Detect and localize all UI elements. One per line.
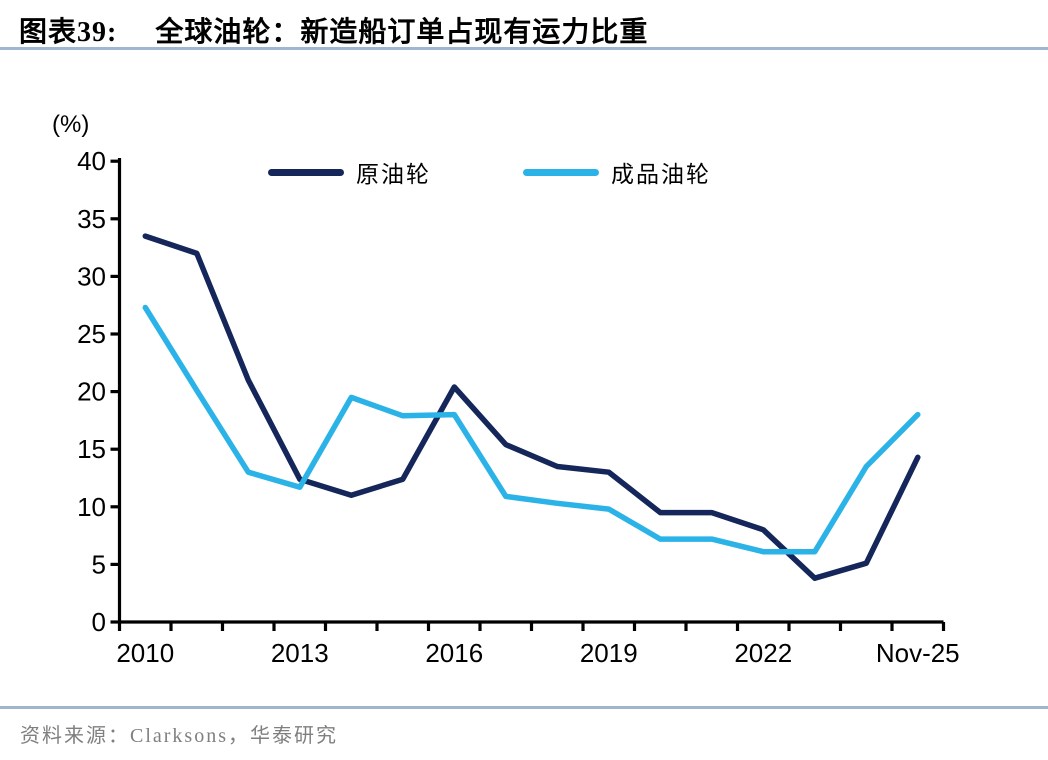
svg-text:5: 5 bbox=[92, 549, 106, 579]
source-text: 资料来源：Clarksons，华泰研究 bbox=[20, 725, 338, 747]
svg-text:40: 40 bbox=[77, 146, 106, 176]
svg-text:20: 20 bbox=[77, 377, 106, 407]
legend-label-product-tanker: 成品油轮 bbox=[611, 162, 711, 187]
product-tanker-line-swatch bbox=[523, 168, 599, 176]
chart-legend: 原油轮 成品油轮 bbox=[268, 155, 711, 189]
crude-tanker-line-swatch bbox=[268, 168, 344, 176]
svg-text:10: 10 bbox=[77, 492, 106, 522]
svg-text:0: 0 bbox=[92, 607, 106, 637]
title-divider bbox=[0, 47, 1048, 50]
figure-number: 图表39: bbox=[19, 17, 118, 48]
legend-item-product-tanker: 成品油轮 bbox=[523, 155, 711, 189]
legend-item-crude-tanker: 原油轮 bbox=[268, 155, 431, 189]
svg-text:2022: 2022 bbox=[734, 638, 792, 668]
svg-text:(%): (%) bbox=[52, 111, 89, 138]
figure-title: 全球油轮：新造船订单占现有运力比重 bbox=[155, 17, 649, 48]
svg-text:25: 25 bbox=[77, 319, 106, 349]
svg-text:35: 35 bbox=[77, 204, 106, 234]
svg-text:30: 30 bbox=[77, 261, 106, 291]
svg-text:2019: 2019 bbox=[580, 638, 638, 668]
svg-text:15: 15 bbox=[77, 434, 106, 464]
source-divider bbox=[0, 706, 1048, 709]
svg-text:Nov-25: Nov-25 bbox=[876, 638, 960, 668]
svg-text:2013: 2013 bbox=[271, 638, 329, 668]
figure-header: 图表39: 全球油轮：新造船订单占现有运力比重 bbox=[19, 10, 648, 50]
svg-text:2016: 2016 bbox=[425, 638, 483, 668]
svg-text:2010: 2010 bbox=[116, 638, 174, 668]
legend-label-crude-tanker: 原油轮 bbox=[356, 162, 431, 187]
